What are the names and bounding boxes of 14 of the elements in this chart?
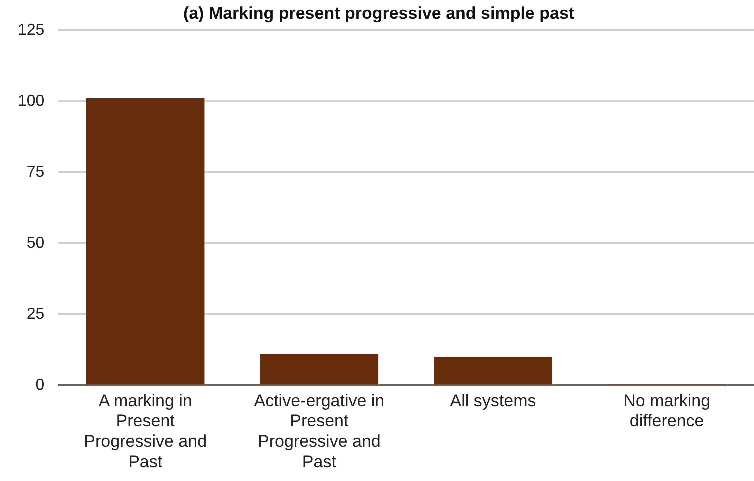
bar [434,357,552,385]
bar [86,98,205,385]
x-tick-label: A marking in Present Progressive and Past [84,391,208,472]
bar [260,354,379,385]
y-tick-label: 50 [26,234,45,252]
x-tick-label: Active-ergative in Present Progressive and Past [254,391,385,472]
y-tick-label: 75 [26,164,45,181]
chart-title: (a) Marking present progressive and simple past [183,4,575,23]
y-tick-label: 0 [36,376,45,394]
y-tick-label: 100 [18,92,45,110]
x-tick-label: All systems [450,391,536,410]
y-tick-label: 25 [26,306,45,323]
y-tick-label: 125 [18,22,45,39]
x-tick-label: No marking difference [624,391,711,431]
